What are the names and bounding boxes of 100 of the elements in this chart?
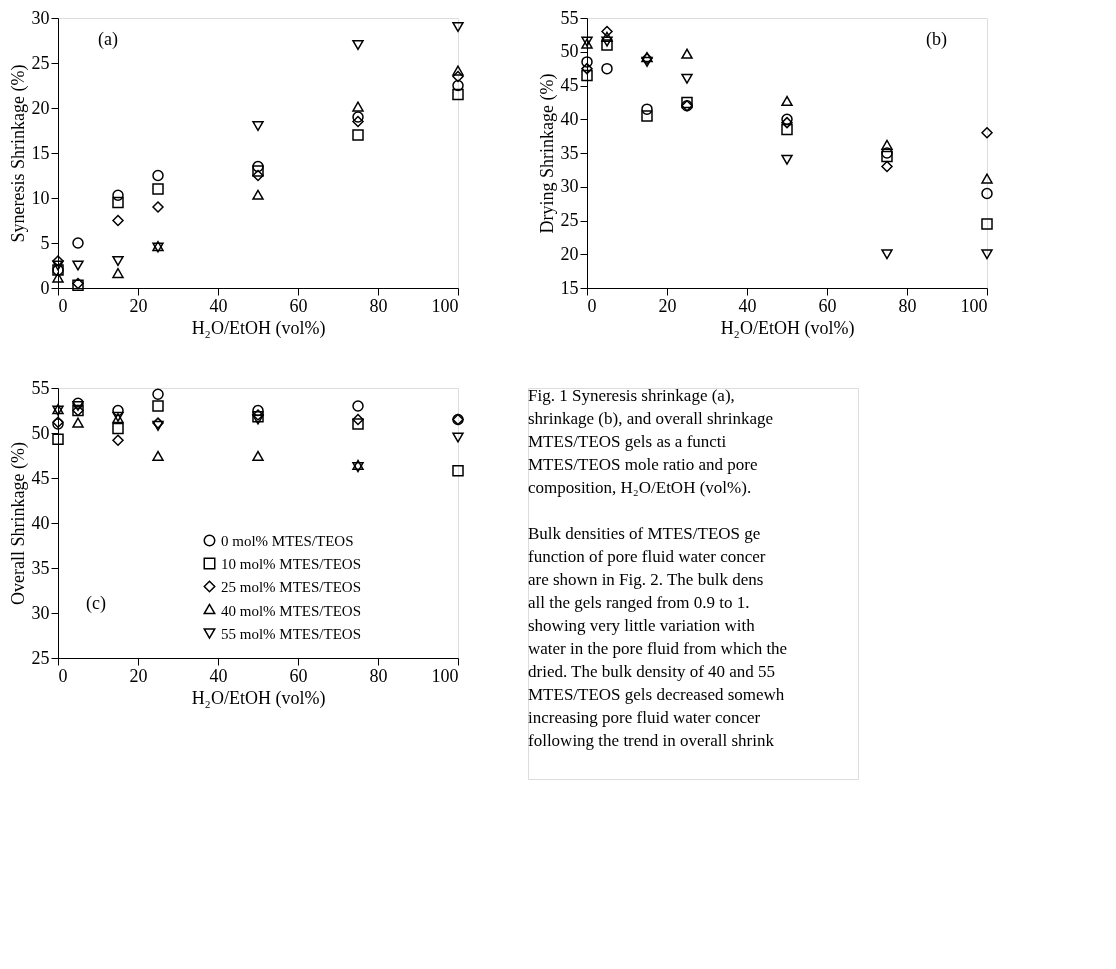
point: [581, 56, 593, 68]
point: [881, 160, 893, 173]
point: [981, 127, 993, 139]
y-tick-label: 15: [560, 277, 579, 298]
y-tick-label: 55: [31, 377, 50, 398]
legend-label: 55 mol% MTES/TEOS: [221, 625, 362, 642]
y-tick-label: 50: [560, 41, 579, 62]
y-tick-label: 25: [31, 647, 50, 668]
point: [252, 165, 264, 177]
x-tick-label: 20: [129, 665, 148, 686]
x-axis-title: H₂O/EtOH (vol%): [191, 317, 326, 339]
point: [252, 450, 264, 461]
point: [981, 173, 993, 184]
point: [72, 237, 84, 249]
point: [112, 404, 124, 417]
x-tick-label: 100: [431, 295, 459, 316]
point: [252, 160, 264, 173]
x-tick-label: 40: [209, 295, 228, 316]
x-tick-label: 60: [818, 295, 837, 316]
y-tick-label: 35: [560, 142, 579, 163]
point: [252, 169, 264, 182]
point: [352, 400, 364, 412]
point: [112, 255, 124, 267]
point: [352, 111, 364, 123]
point: [601, 25, 613, 38]
point: [52, 272, 64, 283]
point: [352, 418, 364, 430]
point: [452, 432, 464, 443]
x-tick-label: 40: [209, 665, 228, 686]
point: [152, 450, 164, 461]
y-tick-label: 0: [40, 277, 50, 298]
point: [72, 260, 84, 271]
y-tick-label: 40: [560, 108, 579, 129]
point: [112, 214, 124, 227]
point: [581, 62, 593, 75]
y-tick-label: 45: [31, 467, 50, 488]
point: [881, 139, 893, 150]
caption: Fig. 1 Syneresis shrinkage (a), shrinkage (b), and overall shrinkage MTES/TEOS gels as a functi MTES/TEOS mole ratio and pore composition, H₂O/EtOH (vol%).: [528, 386, 773, 497]
x-axis-title: H₂O/EtOH (vol%): [191, 687, 326, 709]
point: [152, 183, 164, 195]
x-tick-label: 100: [960, 295, 988, 316]
point: [52, 433, 64, 446]
point: [452, 65, 464, 76]
x-tick-label: 0: [58, 665, 68, 686]
y-tick-label: 30: [560, 176, 579, 197]
point: [601, 36, 613, 47]
annotation: (a): [98, 28, 118, 50]
y-tick-label: 30: [31, 7, 50, 28]
y-tick-label: 40: [31, 512, 50, 533]
y-axis-title: Overall Shrinkage (%): [7, 442, 29, 605]
point: [112, 196, 124, 209]
point: [452, 21, 464, 33]
y-tick-label: 25: [560, 210, 579, 230]
point: [352, 129, 364, 141]
y-tick-label: 20: [560, 243, 579, 264]
point: [112, 422, 124, 435]
point: [641, 103, 653, 115]
legend-label: 25 mol% MTES/TEOS: [221, 578, 362, 595]
point: [252, 189, 264, 200]
y-axis-title: Drying Shrinkage (%): [536, 73, 558, 234]
y-tick-label: 15: [31, 142, 50, 163]
x-tick-label: 100: [431, 665, 459, 686]
point: [452, 465, 464, 477]
legend-label: 40 mol% MTES/TEOS: [221, 602, 362, 619]
point: [452, 79, 464, 92]
x-tick-label: 20: [658, 295, 677, 316]
point: [781, 123, 793, 136]
point: [781, 116, 793, 129]
point: [881, 150, 893, 163]
legend-label: 0 mol% MTES/TEOS: [221, 532, 354, 549]
point: [352, 101, 364, 112]
point: [881, 249, 893, 260]
legend-label: 10 mol% MTES/TEOS: [221, 555, 362, 572]
x-tick-label: 0: [587, 295, 597, 316]
point: [601, 39, 613, 51]
y-tick-label: 35: [31, 557, 50, 578]
point: [981, 218, 993, 230]
annotation: (c): [86, 593, 106, 614]
x-tick-label: 80: [369, 665, 388, 686]
y-tick-label: 45: [560, 75, 579, 95]
point: [681, 48, 693, 59]
x-axis-title: H₂O/EtOH (vol%): [720, 317, 855, 339]
point: [981, 187, 993, 200]
x-tick-label: 40: [738, 295, 757, 316]
point: [681, 96, 693, 109]
y-tick-label: 30: [31, 602, 50, 623]
y-tick-label: 50: [31, 422, 50, 443]
point: [152, 169, 164, 182]
point: [152, 388, 164, 401]
text: Bulk densities of MTES/TEOS ge function of pore fluid water concer are shown in Fig. 2. The bulk dens all the gels ranged from 0.9 to 1. showing very little variation with water in the pore fluid from which the dried. The bulk density of 40 and 55 MTES/TEOS gels decreased somewh increasing pore fluid water concer following the trend in overall shrink: [528, 524, 788, 750]
x-tick-label: 60: [289, 295, 308, 316]
point: [112, 189, 124, 202]
point: [601, 62, 613, 75]
point: [352, 413, 364, 426]
point: [981, 249, 993, 260]
point: [781, 95, 793, 107]
x-tick-label: 60: [289, 665, 308, 686]
point: [641, 110, 653, 122]
point: [352, 115, 364, 128]
point: [881, 147, 893, 159]
